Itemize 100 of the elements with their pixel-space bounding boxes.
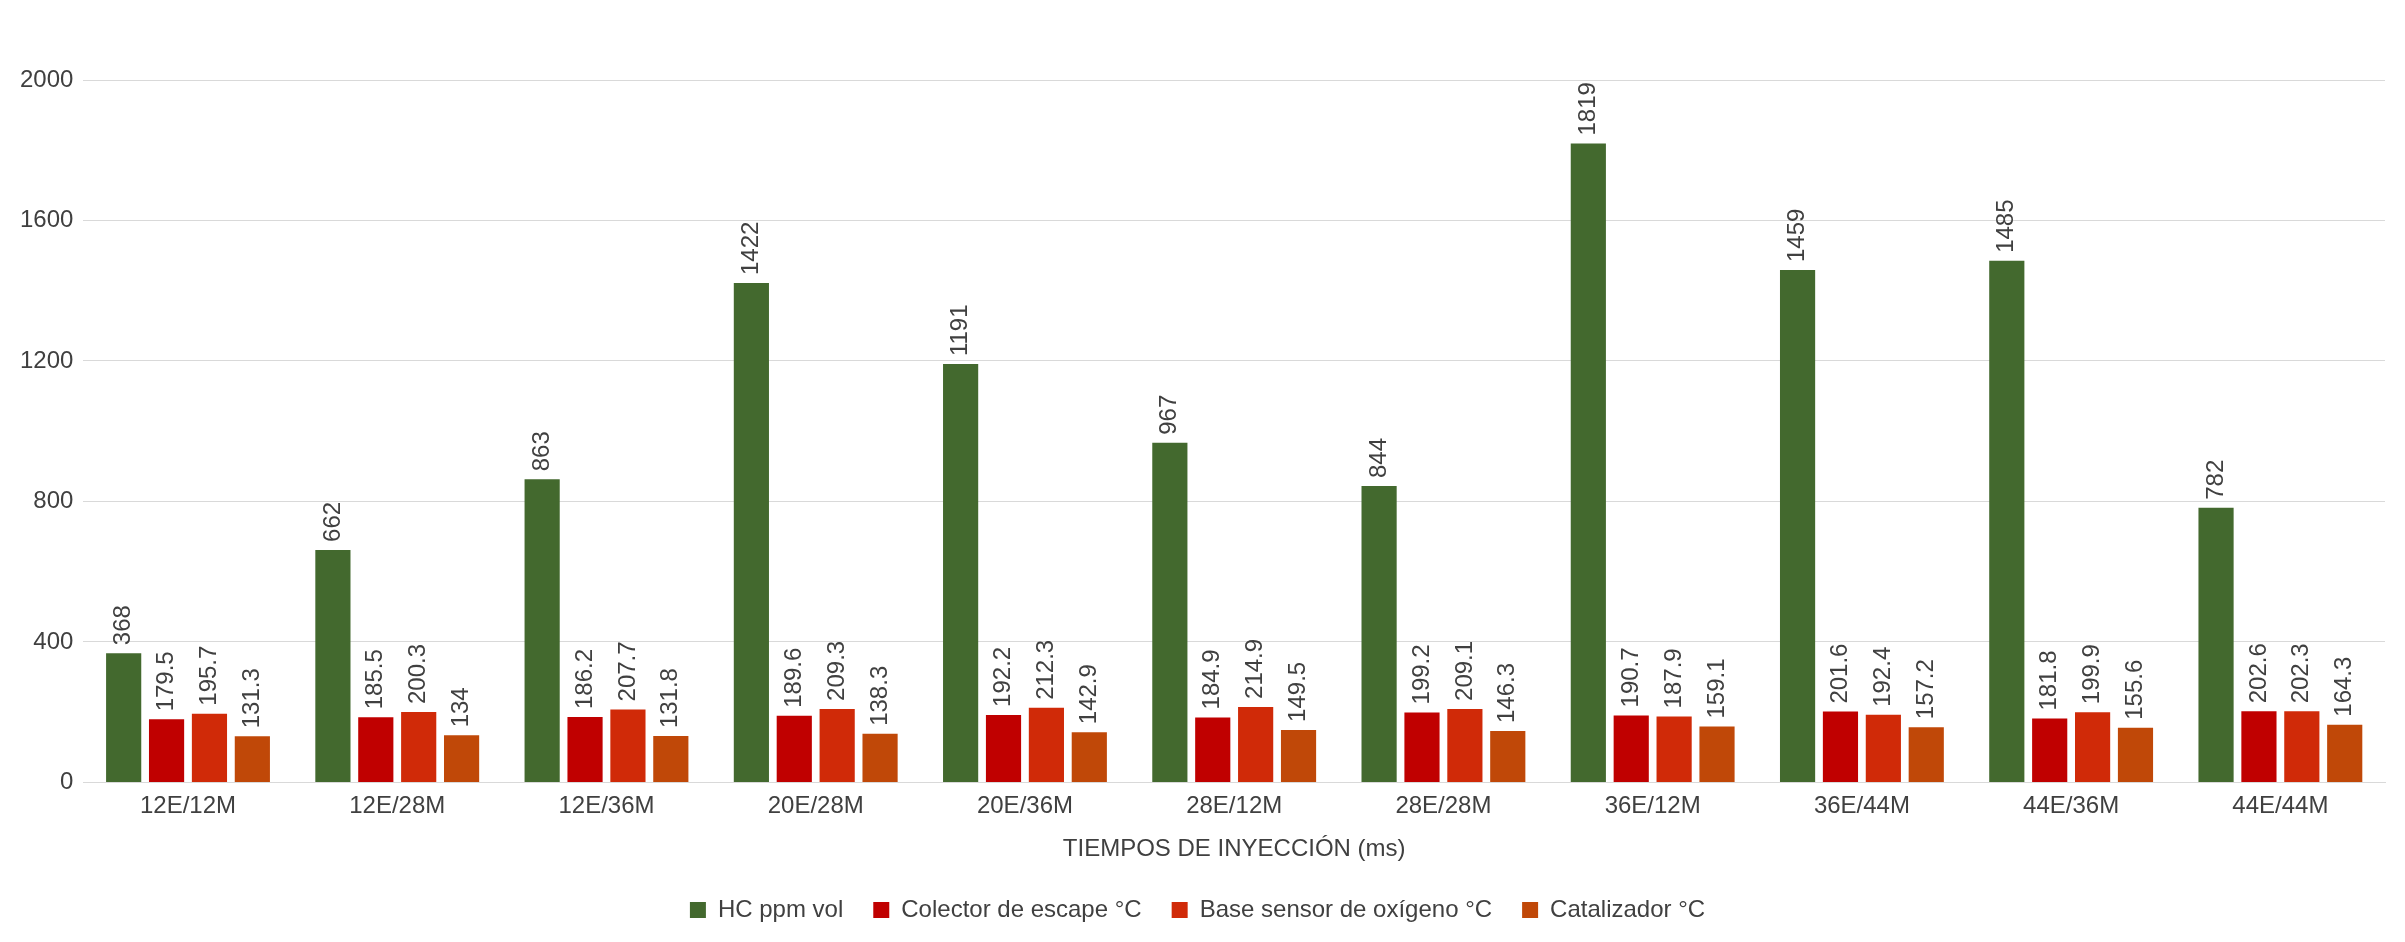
legend-label: Colector de escape °C <box>901 894 1142 922</box>
x-tick-label: 12E/12M <box>139 791 237 819</box>
data-label: 146.3 <box>1492 662 1520 724</box>
data-label: 192.2 <box>988 646 1016 707</box>
data-label: 1422 <box>736 221 764 275</box>
data-label: 157.2 <box>1910 659 1938 720</box>
data-label: 199.2 <box>1406 644 1434 705</box>
x-tick-label: 12E/28M <box>349 791 446 819</box>
bar <box>148 719 185 782</box>
data-label: 200.3 <box>403 643 431 705</box>
bar <box>1152 442 1188 782</box>
bar <box>234 736 270 782</box>
data-label: 207.7 <box>612 641 640 702</box>
data-label: 782 <box>2200 459 2228 500</box>
bar <box>106 653 142 782</box>
data-label: 863 <box>526 431 554 472</box>
data-label: 131.3 <box>236 668 264 729</box>
bar <box>1779 270 1816 782</box>
x-tick-label: 36E/44M <box>1813 791 1910 819</box>
bar <box>1822 711 1859 782</box>
data-label: 190.7 <box>1615 647 1643 708</box>
bar <box>1361 485 1397 782</box>
bar <box>444 735 480 782</box>
bar <box>358 717 394 782</box>
bar <box>1490 731 1526 782</box>
bar <box>315 549 351 782</box>
x-tick-label: 12E/36M <box>558 791 655 819</box>
bar <box>1908 727 1944 782</box>
data-label: 142.9 <box>1073 664 1101 725</box>
bar <box>2241 711 2277 782</box>
data-label: 209.3 <box>821 640 849 701</box>
data-label: 164.3 <box>2329 656 2357 717</box>
x-axis-title: TIEMPOS DE INYECCIÓN (ms) <box>1062 834 1406 862</box>
bar <box>733 282 769 782</box>
data-label: 212.3 <box>1031 639 1059 700</box>
bar <box>2327 724 2363 782</box>
legend-label: Catalizador °C <box>1550 894 1706 922</box>
data-label: 662 <box>317 501 345 542</box>
data-label: 192.4 <box>1867 646 1895 707</box>
bar <box>2032 718 2068 782</box>
bar <box>1570 143 1606 782</box>
data-label: 181.8 <box>2034 650 2062 711</box>
data-label: 185.5 <box>360 649 388 710</box>
y-tick-label: 400 <box>33 626 74 654</box>
bar <box>1280 729 1317 782</box>
x-tick-label: 44E/44M <box>2232 791 2329 819</box>
data-label: 1819 <box>1572 82 1600 136</box>
data-label: 186.2 <box>569 648 597 710</box>
x-tick-label: 28E/28M <box>1395 791 1492 819</box>
data-label: 201.6 <box>1825 643 1853 704</box>
data-label: 134 <box>446 687 474 728</box>
legend-label: Base sensor de oxígeno °C <box>1199 894 1493 922</box>
data-label: 149.5 <box>1283 661 1311 722</box>
bar <box>401 712 437 782</box>
y-tick-label: 1600 <box>20 205 74 233</box>
x-tick-label: 36E/12M <box>1604 791 1701 819</box>
bar <box>819 708 855 782</box>
data-label: 155.6 <box>2120 659 2148 720</box>
data-label: 202.6 <box>2243 643 2271 704</box>
data-label: 179.5 <box>151 651 179 712</box>
x-tick-label: 28E/12M <box>1186 791 1283 819</box>
data-label: 184.9 <box>1197 649 1225 710</box>
data-label: 1485 <box>1991 199 2019 253</box>
bar <box>1028 707 1064 782</box>
data-label: 1459 <box>1782 208 1810 262</box>
data-label: 202.3 <box>2286 643 2314 704</box>
data-label: 189.6 <box>778 647 806 708</box>
data-label: 844 <box>1363 437 1391 478</box>
y-tick-label: 800 <box>33 486 74 514</box>
bar <box>2117 727 2154 782</box>
x-tick-label: 20E/36M <box>976 791 1073 819</box>
legend-label: HC ppm vol <box>717 894 844 922</box>
data-label: 214.9 <box>1240 638 1268 699</box>
data-label: 131.8 <box>655 668 683 729</box>
y-tick-label: 0 <box>60 767 74 795</box>
bar <box>1656 716 1692 782</box>
bar <box>1071 732 1107 782</box>
x-tick-label: 44E/36M <box>2023 791 2120 819</box>
bar <box>776 715 812 782</box>
data-label: 368 <box>108 605 136 646</box>
bar <box>985 714 1022 782</box>
data-label: 199.9 <box>2077 644 2105 705</box>
data-label: 1191 <box>945 304 973 357</box>
data-label: 209.1 <box>1449 640 1477 701</box>
data-label: 967 <box>1154 394 1182 435</box>
bar <box>862 733 898 782</box>
bar <box>191 713 228 782</box>
bar <box>653 736 689 782</box>
bar <box>610 709 646 782</box>
x-tick-label: 20E/28M <box>767 791 864 819</box>
bar <box>2075 712 2111 782</box>
bar <box>1404 712 1440 782</box>
data-label: 138.3 <box>864 665 892 726</box>
data-label: 159.1 <box>1701 658 1729 719</box>
bar <box>524 479 560 782</box>
bar <box>2284 711 2320 782</box>
bar <box>1613 715 1649 782</box>
bar <box>567 717 603 782</box>
bar <box>2198 507 2234 782</box>
bar <box>1447 708 1483 782</box>
